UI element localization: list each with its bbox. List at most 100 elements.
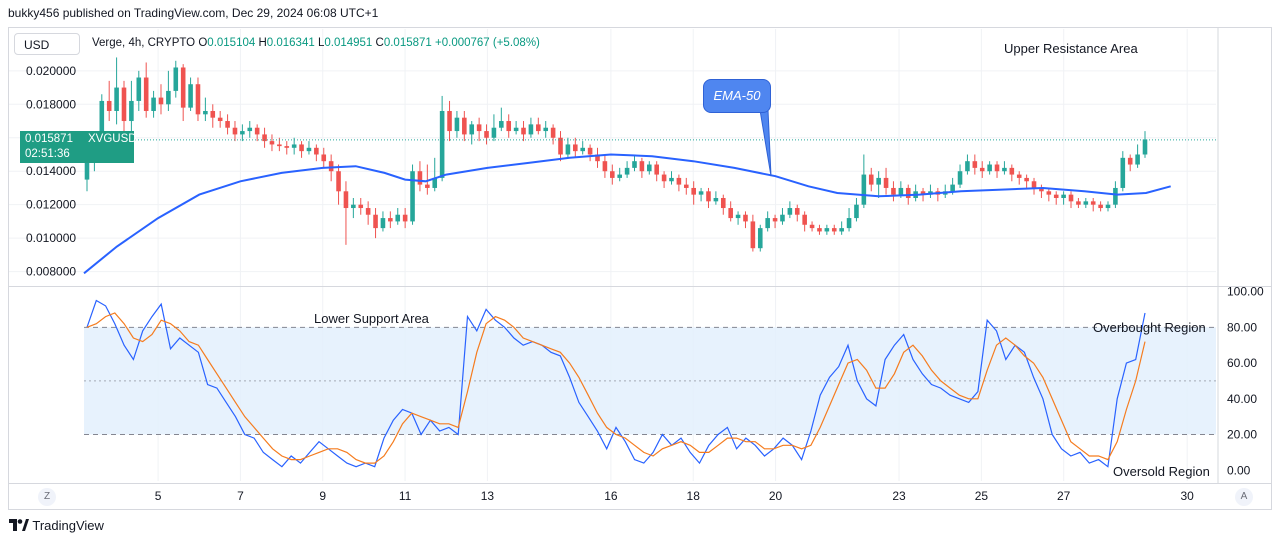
candle-body: [121, 87, 127, 122]
candle-body: [669, 177, 674, 182]
candle-body: [158, 97, 164, 105]
candle-body: [617, 174, 622, 178]
candle-body: [151, 97, 156, 111]
close-value: 0.015871: [383, 37, 432, 49]
candle-body: [365, 208, 371, 215]
candle-body: [291, 144, 297, 148]
candle-body: [447, 110, 452, 132]
high-label: H: [258, 37, 267, 49]
overbought-label: Overbought Region: [1093, 320, 1206, 335]
candle-body: [1113, 187, 1118, 205]
close-label: C: [375, 37, 384, 49]
candle-body: [750, 221, 756, 249]
candle-body: [173, 67, 179, 91]
candle-body: [262, 134, 267, 142]
candle-body: [343, 191, 349, 209]
candle-body: [772, 218, 778, 222]
candle-body: [528, 124, 534, 135]
lower-support-label: Lower Support Area: [314, 311, 429, 326]
candle-body: [143, 77, 149, 111]
candle-body: [1009, 167, 1015, 175]
candle-body: [676, 177, 682, 185]
candle-body: [240, 131, 245, 135]
ohlc-legend: Verge, 4h, CRYPTO O0.015104 H0.016341 L0…: [92, 37, 540, 49]
time-tick-label: 20: [769, 489, 783, 503]
candle-body: [425, 184, 430, 188]
candle-body: [1061, 194, 1066, 198]
stoch-tick-label: 60.00: [1227, 356, 1257, 370]
candle-body: [1120, 157, 1126, 188]
candle-body: [188, 84, 193, 108]
candle-body: [410, 171, 415, 222]
tradingview-logo-icon: [9, 519, 29, 531]
candle-body: [787, 208, 793, 215]
candle-body: [521, 127, 526, 135]
candle-body: [898, 187, 904, 195]
low-value: 0.014951: [324, 37, 373, 49]
candle-body: [484, 131, 489, 138]
candle-body: [1053, 194, 1059, 198]
candle-body: [99, 100, 105, 138]
low-label: L: [317, 37, 325, 49]
high-value: 0.016341: [266, 37, 315, 49]
price-tick-label: 0.008000: [26, 265, 76, 279]
candle-body: [1142, 139, 1148, 155]
timezone-z-button[interactable]: Z: [38, 488, 56, 506]
open-label: O: [198, 37, 208, 49]
candle-body: [580, 147, 585, 152]
candle-body: [513, 127, 519, 132]
candle-body: [225, 121, 230, 128]
stoch-tick-label: 80.00: [1227, 320, 1257, 334]
candle-body: [217, 117, 223, 122]
ema-50-line: [83, 153, 1171, 275]
candle-body: [1039, 187, 1044, 192]
price-tick-label: 0.014000: [26, 164, 76, 178]
candle-body: [831, 228, 837, 232]
time-tick-label: 16: [604, 489, 618, 503]
candle-body: [1127, 157, 1133, 165]
candle-body: [402, 214, 408, 222]
change-value: +0.000767 (+5.08%): [435, 37, 540, 49]
candle-body: [499, 121, 504, 128]
candle-body: [905, 187, 911, 198]
candle-body: [114, 87, 119, 111]
candle-body: [868, 174, 874, 185]
candle-body: [765, 218, 770, 229]
candle-body: [506, 121, 512, 132]
candle-body: [683, 184, 689, 188]
candle-body: [328, 161, 334, 172]
candle-body: [920, 191, 926, 195]
candle-body: [565, 144, 571, 155]
stoch-tick-label: 0.00: [1227, 463, 1251, 477]
publish-info: bukky456 published on TradingView.com, D…: [8, 6, 379, 20]
open-value: 0.015104: [207, 37, 256, 49]
candle-body: [1098, 204, 1103, 209]
price-tick-label: 0.020000: [26, 64, 76, 78]
auto-scale-button[interactable]: A: [1235, 488, 1253, 506]
time-tick-label: 5: [155, 489, 162, 503]
candle-body: [839, 228, 844, 232]
candle-body: [735, 214, 741, 219]
badge-price: 0.015871: [25, 133, 73, 145]
candle-body: [536, 124, 541, 132]
candle-body: [550, 127, 556, 138]
candle-body: [136, 77, 142, 101]
candle-body: [1046, 191, 1052, 195]
candle-body: [432, 177, 438, 188]
candle-body: [476, 124, 482, 132]
upper-resistance-label: Upper Resistance Area: [1004, 41, 1138, 56]
candle-body: [639, 161, 645, 172]
time-tick-label: 11: [399, 489, 412, 503]
candle-body: [861, 174, 867, 205]
candle-body: [994, 164, 1000, 172]
candle-body: [284, 146, 290, 148]
stoch-tick-label: 20.00: [1227, 428, 1257, 442]
candle-body: [632, 161, 637, 168]
candle-body: [654, 164, 659, 175]
ema-50-callout: EMA-50: [703, 79, 771, 113]
candle-body: [277, 144, 282, 147]
candle-body: [1083, 201, 1089, 205]
candle-body: [647, 164, 652, 172]
currency-button[interactable]: USD: [14, 33, 80, 55]
